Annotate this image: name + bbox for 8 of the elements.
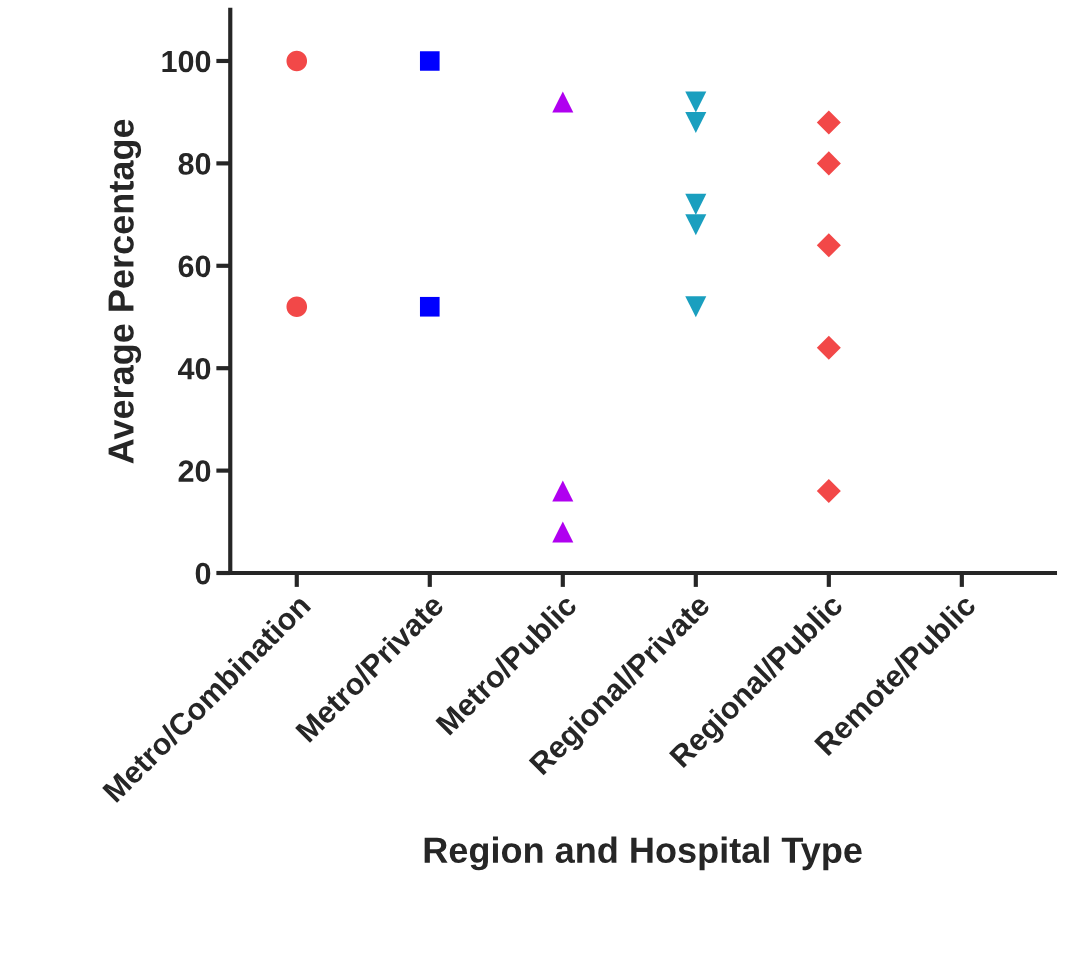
y-tick-label: 60: [178, 255, 211, 278]
y-tick-label: 0: [195, 562, 211, 585]
y-tick-label: 40: [177, 357, 211, 380]
y-tick-label: 20: [178, 460, 211, 482]
y-tick-label: 80: [178, 153, 211, 175]
y-axis-title: Average Percentage: [108, 119, 142, 464]
x-axis-title: Region and Hospital Type: [424, 836, 862, 871]
y-tick-label: 100: [162, 50, 211, 73]
